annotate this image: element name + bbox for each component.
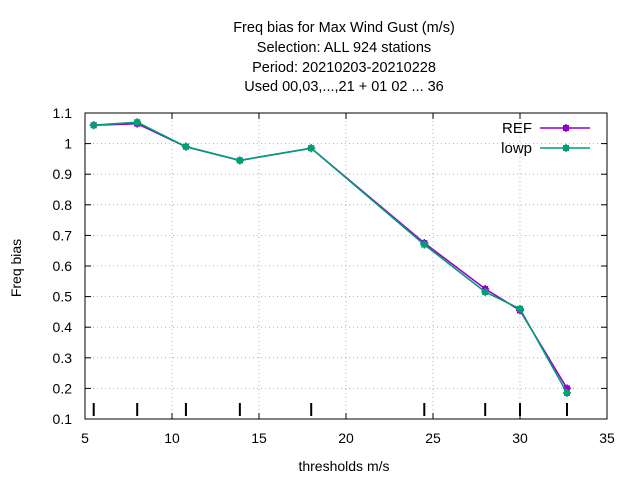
point-mark-box bbox=[563, 145, 569, 151]
y-tick-label: 0.7 bbox=[53, 227, 73, 243]
point-mark-box bbox=[90, 122, 97, 129]
x-tick-label: 35 bbox=[599, 430, 615, 446]
series-line bbox=[93, 121, 568, 394]
data-point bbox=[235, 156, 244, 165]
point-mark-box bbox=[563, 389, 570, 396]
point-mark-box bbox=[482, 289, 489, 296]
y-tick-label: 0.2 bbox=[53, 380, 73, 396]
data-point bbox=[481, 288, 490, 297]
x-axis-label: thresholds m/s bbox=[298, 458, 389, 474]
title-line-2: Selection: ALL 924 stations bbox=[257, 40, 431, 56]
x-tick-label: 15 bbox=[251, 430, 267, 446]
series-lowp bbox=[89, 118, 571, 397]
data-point bbox=[420, 240, 429, 249]
y-tick-label: 0.4 bbox=[53, 319, 73, 335]
title-line-4: Used 00,03,...,21 + 01 02 ... 36 bbox=[244, 79, 444, 95]
data-point bbox=[181, 142, 190, 151]
data-point bbox=[307, 144, 316, 153]
legend-item: lowp bbox=[501, 140, 590, 157]
legend-swatch-marker bbox=[562, 144, 570, 152]
y-tick-label: 0.8 bbox=[53, 197, 73, 213]
title-line-1: Freq bias for Max Wind Gust (m/s) bbox=[233, 20, 455, 36]
legend-label: lowp bbox=[501, 140, 532, 157]
series-line bbox=[93, 122, 568, 389]
data-point bbox=[516, 304, 524, 313]
legend-label: REF bbox=[502, 120, 532, 137]
y-tick-label: 1.1 bbox=[53, 105, 73, 121]
legend-swatch-marker bbox=[562, 124, 570, 132]
y-tick-label: 0.6 bbox=[53, 258, 73, 274]
y-tick-label: 0.1 bbox=[53, 411, 73, 427]
series-ref bbox=[89, 119, 571, 393]
point-mark-box bbox=[134, 119, 141, 126]
y-tick-label: 0.3 bbox=[53, 350, 73, 366]
point-mark-box bbox=[236, 157, 243, 164]
y-tick-label: 0.9 bbox=[53, 166, 73, 182]
point-mark-box bbox=[563, 125, 569, 131]
data-point bbox=[133, 118, 142, 127]
x-tick-label: 30 bbox=[512, 430, 528, 446]
x-tick-label: 10 bbox=[164, 430, 180, 446]
x-tick-label: 5 bbox=[81, 430, 89, 446]
series bbox=[89, 118, 571, 397]
data-point bbox=[562, 388, 571, 397]
point-mark-box bbox=[563, 385, 570, 392]
legend-item: REF bbox=[502, 120, 590, 137]
x-tick-label: 20 bbox=[338, 430, 354, 446]
chart-title: Freq bias for Max Wind Gust (m/s) Select… bbox=[233, 20, 455, 95]
x-tick-label: 25 bbox=[425, 430, 441, 446]
point-mark-box bbox=[421, 241, 428, 248]
y-tick-label: 1 bbox=[64, 136, 72, 152]
y-tick-label: 0.5 bbox=[53, 289, 73, 305]
point-mark-box bbox=[517, 305, 523, 312]
legend: REF lowp bbox=[501, 120, 590, 157]
point-mark-box bbox=[308, 145, 315, 152]
point-mark-box bbox=[182, 143, 189, 150]
title-line-3: Period: 20210203-20210228 bbox=[252, 60, 436, 76]
data-point bbox=[89, 121, 98, 130]
grid bbox=[85, 113, 607, 419]
threshold-markers bbox=[92, 403, 568, 416]
y-axis-label: Freq bias bbox=[8, 239, 24, 297]
axis-ticks: 5 10 15 20 25 30 35 0.1 0.2 0.3 0.4 0.5 0.6 0.7 0.8 0.9… bbox=[53, 105, 615, 446]
